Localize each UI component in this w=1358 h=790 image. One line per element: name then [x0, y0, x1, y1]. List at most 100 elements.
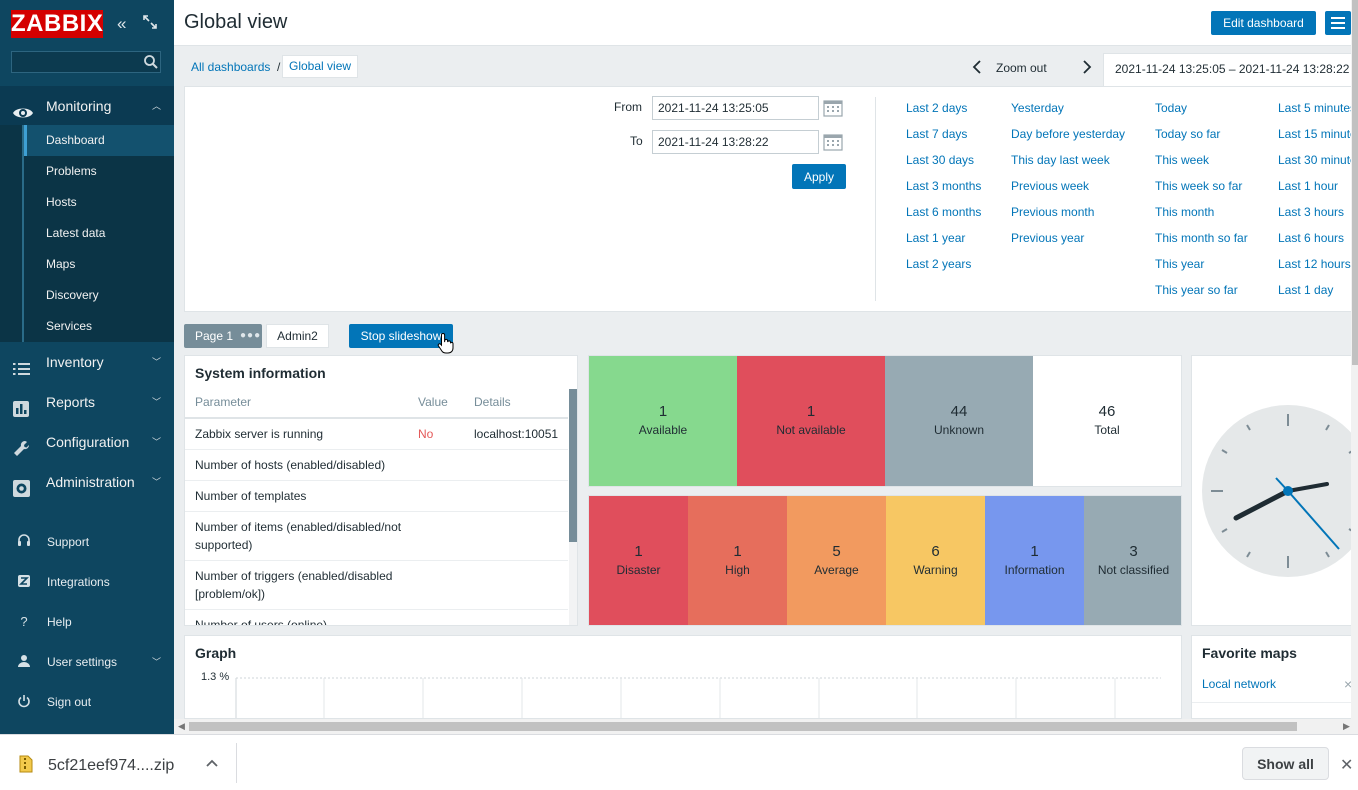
submenu-item-dashboard[interactable]: Dashboard — [24, 125, 174, 156]
menu-reports-label: Reports — [46, 394, 96, 410]
severity-tile-high[interactable]: 1 High — [688, 496, 787, 625]
quick-range-link[interactable]: Last 2 days — [906, 101, 968, 115]
quick-range-link[interactable]: This year — [1155, 257, 1205, 271]
table-row: Number of users (online) — [185, 609, 568, 625]
scroll-right-icon[interactable]: ▶ — [1343, 721, 1350, 731]
sidebar-search-input[interactable] — [11, 51, 161, 73]
zabbix-logo[interactable]: ZABBIX — [11, 10, 104, 38]
menu-reports[interactable]: Reports ﹀ — [0, 382, 174, 422]
severity-tile-information[interactable]: 1 Information — [985, 496, 1084, 625]
submenu-item-problems[interactable]: Problems — [46, 164, 97, 178]
menu-configuration[interactable]: Configuration ﹀ — [0, 422, 174, 462]
quick-range-link[interactable]: Today — [1155, 101, 1188, 115]
menu-integrations[interactable]: Integrations — [0, 562, 174, 602]
quick-range-link[interactable]: Yesterday — [1011, 101, 1064, 115]
submenu-item-discovery[interactable]: Discovery — [46, 288, 99, 302]
remove-favorite-icon[interactable]: × — [1344, 676, 1353, 692]
quick-range-link[interactable]: Previous year — [1011, 231, 1085, 245]
submenu-item-latest-data[interactable]: Latest data — [46, 226, 106, 240]
chevron-left-icon[interactable] — [969, 57, 985, 77]
page-horizontal-scrollbar[interactable]: ◀ ▶ — [174, 719, 1358, 734]
menu-sign-out[interactable]: Sign out — [0, 682, 174, 722]
menu-support[interactable]: Support — [0, 522, 174, 562]
quick-range-link[interactable]: Last 3 hours — [1278, 205, 1345, 219]
edit-dashboard-button[interactable]: Edit dashboard — [1211, 11, 1316, 35]
more-dots-icon[interactable]: ●●● — [240, 330, 262, 341]
quick-range-link[interactable]: Previous week — [1011, 179, 1090, 193]
hamburger-menu-icon[interactable] — [1325, 11, 1351, 35]
quick-range-link[interactable]: Last 1 year — [906, 231, 966, 245]
menu-user-settings[interactable]: User settings ﹀ — [0, 642, 174, 682]
availability-tile-unknown[interactable]: 44 Unknown — [885, 356, 1033, 486]
quick-range-link[interactable]: Last 6 months — [906, 205, 982, 219]
quick-range-link[interactable]: Last 6 hours — [1278, 231, 1345, 245]
from-input[interactable] — [652, 96, 819, 120]
quick-range-link[interactable]: Day before yesterday — [1011, 127, 1126, 141]
submenu-item-maps[interactable]: Maps — [46, 257, 76, 271]
favorite-map-link[interactable]: Local network — [1202, 677, 1277, 691]
quick-range-link[interactable]: This week so far — [1155, 179, 1243, 193]
collapse-sidebar-icon[interactable]: « — [117, 14, 127, 33]
quick-range-link[interactable]: Last 3 months — [906, 179, 982, 193]
quick-range-link[interactable]: Last 2 years — [906, 257, 972, 271]
tile-label: Disaster — [616, 563, 661, 577]
search-icon[interactable] — [143, 54, 159, 70]
quick-range-link[interactable]: Last 15 minutes — [1278, 127, 1358, 141]
to-input[interactable] — [652, 130, 819, 154]
quick-range-link[interactable]: This month so far — [1155, 231, 1248, 245]
graph-plot-area[interactable] — [235, 676, 1165, 719]
submenu-item-services[interactable]: Services — [46, 319, 93, 333]
time-range-tab[interactable]: 2021-11-24 13:25:05 – 2021-11-24 13:28:2… — [1103, 53, 1358, 87]
severity-tile-disaster[interactable]: 1 Disaster — [589, 496, 688, 625]
quick-range-link[interactable]: This month — [1155, 205, 1215, 219]
quick-range-link[interactable]: Previous month — [1011, 205, 1095, 219]
quick-range-link[interactable]: Last 12 hours — [1278, 257, 1351, 271]
quick-range-link[interactable]: Last 30 days — [906, 153, 975, 167]
page-horizontal-scrollbar-thumb[interactable] — [189, 722, 1297, 731]
show-all-downloads-button[interactable]: Show all — [1242, 747, 1329, 780]
menu-administration[interactable]: Administration ﹀ — [0, 462, 174, 502]
quick-range-link[interactable]: Last 7 days — [906, 127, 968, 141]
menu-help[interactable]: ? Help — [0, 602, 174, 642]
apply-button[interactable]: Apply — [792, 164, 846, 189]
quick-range-link[interactable]: Last 30 minutes — [1278, 153, 1358, 167]
availability-tile-not-available[interactable]: 1 Not available — [737, 356, 885, 486]
quick-range-link[interactable]: Last 1 day — [1278, 283, 1334, 297]
quick-range-link[interactable]: Last 5 minutes — [1278, 101, 1357, 115]
quick-range-link[interactable]: This week — [1155, 153, 1210, 167]
page-vertical-scrollbar-thumb[interactable] — [1352, 0, 1358, 365]
download-filename[interactable]: 5cf21eef974....zip — [48, 757, 175, 774]
tile-label: Unknown — [933, 423, 985, 437]
breadcrumb-current[interactable]: Global view — [282, 55, 359, 78]
breadcrumb-all-dashboards[interactable]: All dashboards — [191, 60, 271, 74]
quick-range-link[interactable]: Today so far — [1155, 127, 1221, 141]
hand-cursor-icon — [437, 332, 455, 354]
table-row: Number of templates — [185, 480, 568, 511]
tab-admin2[interactable]: Admin2 — [266, 324, 329, 348]
filter-divider — [875, 97, 876, 301]
availability-tile-available[interactable]: 1 Available — [589, 356, 737, 486]
quick-range-link[interactable]: Last 1 hour — [1278, 179, 1339, 193]
cell-parameter: Zabbix server is running — [195, 427, 324, 441]
menu-monitoring[interactable]: Monitoring ︿ — [0, 86, 174, 126]
calendar-icon[interactable] — [823, 132, 843, 152]
kiosk-mode-icon[interactable] — [143, 15, 157, 32]
tile-value: 5 — [832, 543, 841, 560]
scroll-left-icon[interactable]: ◀ — [178, 721, 185, 731]
tab-page-1[interactable]: Page 1 ●●● — [184, 324, 262, 348]
severity-tile-not-classified[interactable]: 3 Not classified — [1084, 496, 1181, 625]
widget-scrollbar-thumb[interactable] — [569, 389, 577, 542]
stop-slideshow-button[interactable]: Stop slideshow — [349, 324, 453, 348]
tile-value: 46 — [1098, 403, 1116, 420]
chevron-up-icon[interactable] — [205, 757, 219, 772]
zoom-out-button[interactable]: Zoom out — [996, 61, 1047, 75]
quick-range-link[interactable]: This day last week — [1011, 153, 1110, 167]
severity-tile-warning[interactable]: 6 Warning — [886, 496, 985, 625]
menu-inventory[interactable]: Inventory ﹀ — [0, 342, 174, 382]
chevron-right-icon[interactable] — [1079, 57, 1095, 77]
severity-tile-average[interactable]: 5 Average — [787, 496, 886, 625]
quick-range-link[interactable]: This year so far — [1155, 283, 1238, 297]
submenu-item-hosts[interactable]: Hosts — [46, 195, 77, 209]
calendar-icon[interactable] — [823, 98, 843, 118]
close-icon[interactable]: ✕ — [1340, 757, 1354, 774]
